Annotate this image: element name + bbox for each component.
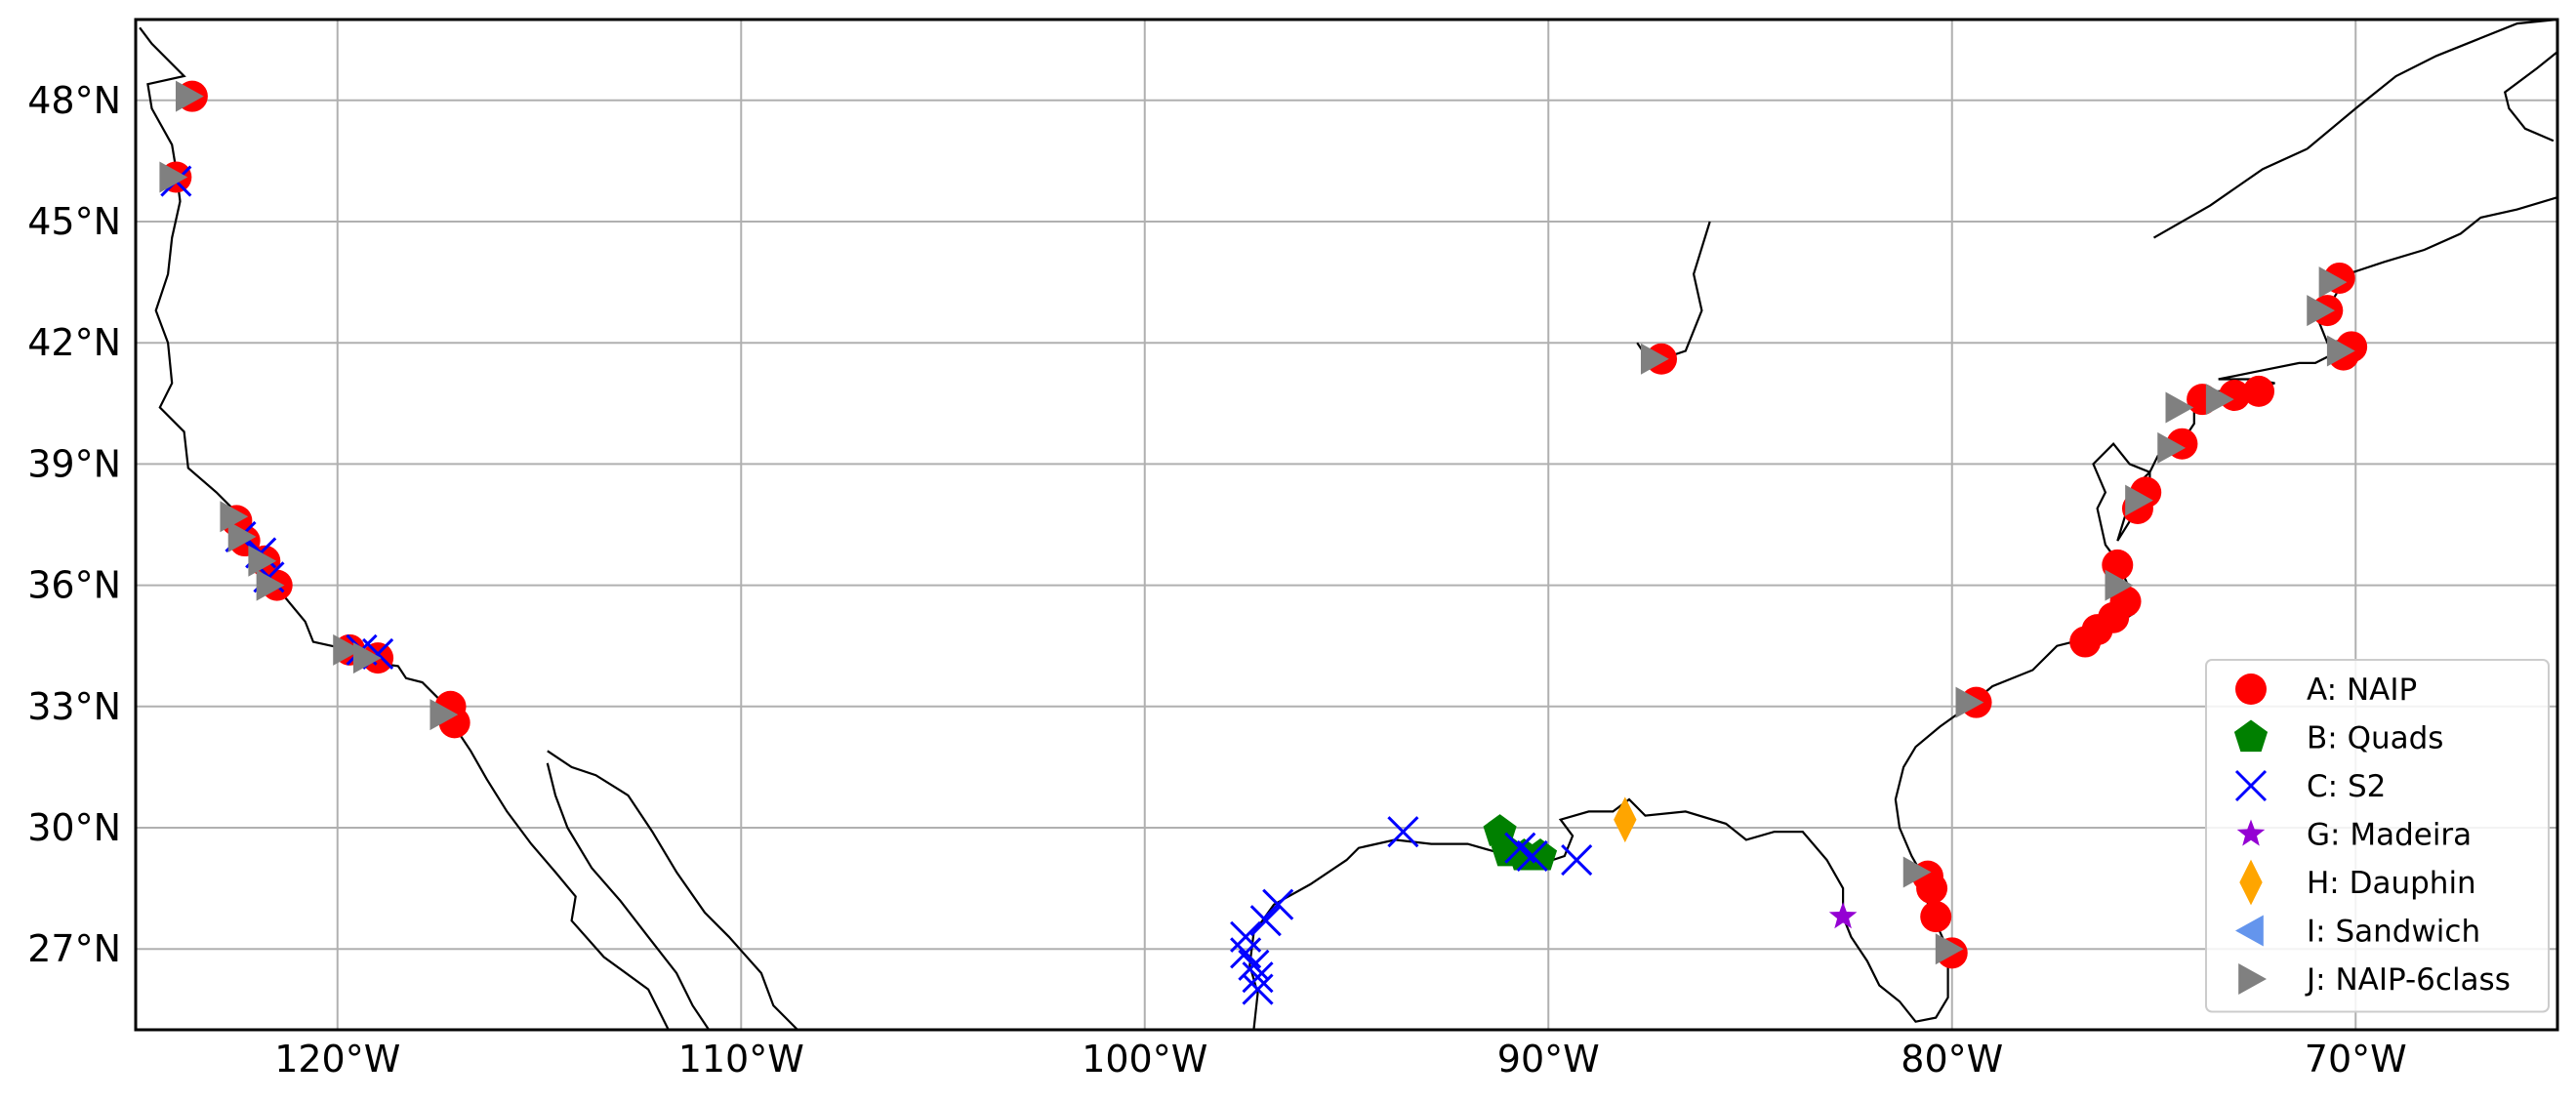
legend-label: G: Madeira <box>2307 818 2472 853</box>
y-tick-label: 39°N <box>27 442 121 485</box>
marker-series-j <box>2125 484 2153 516</box>
x-tick-label: 80°W <box>1901 1038 2003 1081</box>
coastline-path <box>2503 51 2558 143</box>
marker-series-j <box>1955 686 1984 718</box>
x-tick-label: 110°W <box>678 1038 804 1081</box>
marker-series-j <box>256 569 285 601</box>
marker-series-c <box>1387 816 1419 848</box>
coastline-path <box>546 762 711 1031</box>
legend-label: H: Dauphin <box>2307 866 2476 901</box>
legend-marker-j <box>2238 963 2267 995</box>
marker-series-j <box>1935 933 1964 965</box>
legend-label: I: Sandwich <box>2307 915 2480 950</box>
y-tick-label: 36°N <box>27 564 121 607</box>
y-tick-label: 48°N <box>27 79 121 122</box>
marker-series-j <box>159 161 188 193</box>
marker-series-j <box>227 520 257 552</box>
legend: A: NAIP B: Quads C: S2 G: Madeira H: Dauphin… <box>2205 659 2550 1013</box>
y-tick-label: 27°N <box>27 927 121 970</box>
marker-series-b <box>1523 838 1558 871</box>
marker-series-j <box>1640 343 1669 375</box>
legend-marker-g <box>2236 819 2266 846</box>
marker-series-j <box>2157 431 2187 464</box>
x-tick-label: 120°W <box>274 1038 400 1081</box>
legend-label: A: NAIP <box>2307 673 2417 708</box>
marker-series-j <box>175 80 204 112</box>
y-tick-label: 30°N <box>27 806 121 849</box>
legend-marker-a <box>2235 673 2267 705</box>
legend-marker-h <box>2239 859 2263 906</box>
x-tick-label: 100°W <box>1082 1038 1207 1081</box>
coastline-path <box>1248 196 2558 1031</box>
legend-label: C: S2 <box>2307 769 2386 804</box>
legend-marker-c <box>2234 769 2268 802</box>
marker-series-j <box>2205 384 2234 416</box>
marker-series-g <box>1828 902 1858 929</box>
axis-tick-labels: 120°W 110°W 100°W 90°W 80°W 70°W 48°N 45°N 42°N 3… <box>27 79 2407 1081</box>
site-markers <box>159 80 2368 1005</box>
marker-series-c <box>1242 973 1274 1005</box>
marker-series-j <box>1902 856 1932 888</box>
marker-series-h <box>1614 796 1637 843</box>
marker-series-j <box>333 633 362 666</box>
coastline-path <box>1636 221 1711 360</box>
y-tick-label: 42°N <box>27 321 121 364</box>
marker-series-c <box>1262 888 1294 920</box>
marker-series-c <box>1230 920 1262 953</box>
coastline <box>139 18 2558 1031</box>
marker-series-j <box>352 642 382 674</box>
marker-series-c <box>1516 839 1548 873</box>
marker-series-a <box>1916 873 1948 905</box>
marker-series-j <box>2307 295 2336 327</box>
coastline-path <box>547 750 798 1031</box>
marker-series-j <box>2318 266 2348 299</box>
marker-series-j <box>429 699 459 731</box>
coastline-path <box>2152 147 2309 239</box>
y-tick-label: 45°N <box>27 200 121 243</box>
legend-label: B: Quads <box>2307 721 2443 756</box>
marker-series-j <box>2326 335 2355 367</box>
legend-marker-b <box>2233 719 2269 753</box>
marker-series-c <box>1242 961 1274 994</box>
marker-series-j <box>2165 391 2194 424</box>
marker-series-j <box>2105 569 2134 601</box>
marker-series-a <box>1920 901 1952 933</box>
marker-series-j <box>220 501 249 533</box>
marker-series-j <box>248 545 277 577</box>
coastline-path <box>139 26 670 1031</box>
marker-series-a <box>2069 626 2102 658</box>
coastline-path <box>2306 18 2558 150</box>
x-tick-label: 70°W <box>2305 1038 2407 1081</box>
marker-series-c <box>1249 905 1282 937</box>
legend-label: J: NAIP-6class <box>2305 962 2511 998</box>
x-tick-label: 90°W <box>1497 1038 1600 1081</box>
map-frame <box>134 18 2559 1032</box>
y-tick-label: 33°N <box>27 685 121 728</box>
legend-box <box>2205 659 2550 1013</box>
legend-marker-i <box>2235 915 2264 947</box>
map-gridlines <box>136 20 2557 1030</box>
marker-series-c <box>1561 844 1593 877</box>
marker-series-a <box>2243 375 2275 407</box>
